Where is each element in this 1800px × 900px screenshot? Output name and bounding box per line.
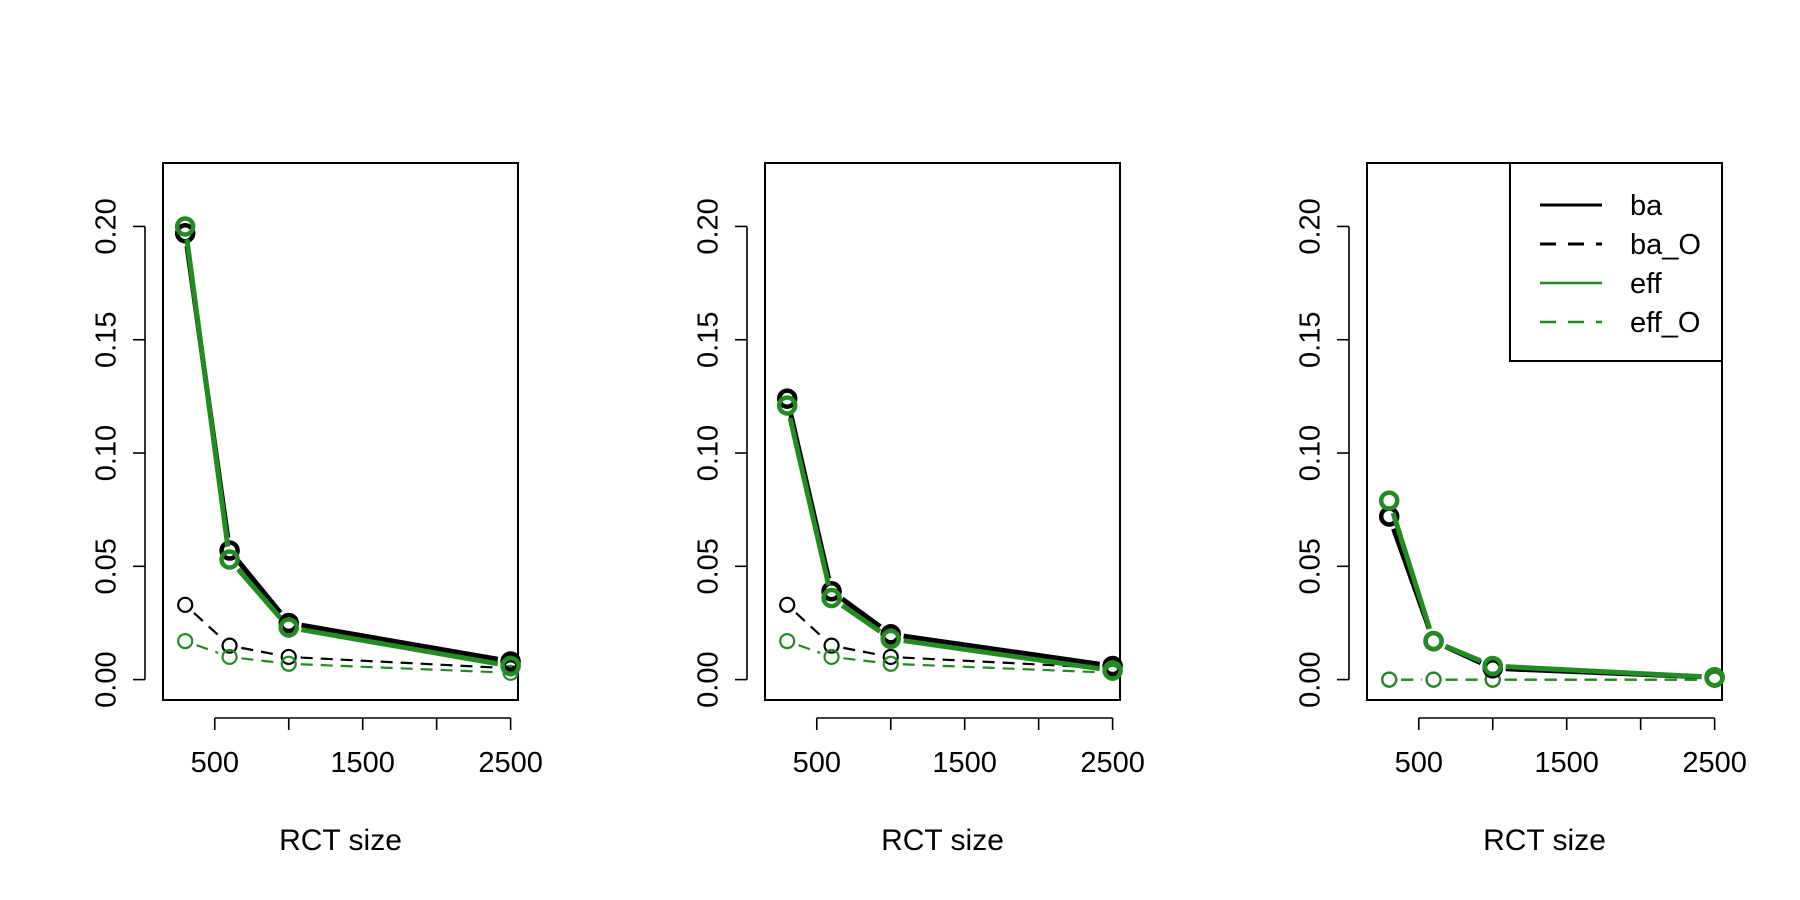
y-tick-label: 0.10 (91, 425, 123, 481)
data-point (1378, 490, 1400, 511)
series-line-segment (843, 646, 880, 656)
series-eff (776, 395, 1123, 681)
data-point (177, 632, 194, 650)
data-point (823, 637, 840, 654)
legend-box (1509, 162, 1723, 362)
panel-3: 0.00 0.05 0.10 0.15 0.20 500 1500 2500 RCT size b… (1295, 162, 1747, 857)
series-line-segment (196, 644, 219, 654)
series-line-segment (902, 663, 1101, 674)
data-point (1102, 660, 1123, 681)
series-eff_O (779, 632, 1121, 681)
series-line-segment (193, 612, 222, 639)
data-point (779, 632, 796, 650)
data-point (882, 655, 899, 672)
y-tick-label: 0.05 (693, 538, 725, 594)
series-line-segment (840, 603, 882, 634)
series-line-segment (184, 238, 231, 547)
legend-label: eff_O (1630, 307, 1700, 339)
y-tick-label: 0.20 (91, 198, 123, 254)
x-tick-label: 1500 (1534, 747, 1599, 779)
series-line-segment (1390, 512, 1433, 630)
panel-1: 0.00 0.05 0.10 0.15 0.20 500 1500 2500 RCT size (91, 162, 543, 857)
series-line-segment (795, 612, 824, 639)
data-point (880, 628, 901, 650)
plot-frame (162, 162, 519, 701)
plot-frame (764, 162, 1121, 701)
legend-label: eff (1630, 268, 1663, 300)
series-line-segment (301, 622, 499, 662)
series-ba (1378, 506, 1725, 688)
y-tick-label: 0.10 (693, 425, 725, 481)
series-ba (776, 388, 1123, 677)
x-axis-label: RCT size (279, 824, 402, 857)
series-line-segment (241, 646, 278, 656)
series-line-segment (903, 633, 1101, 667)
y-tick-label: 0.15 (693, 312, 725, 368)
series-line-segment (236, 567, 283, 620)
data-point (278, 617, 299, 638)
y-tick-label: 0.15 (91, 312, 123, 368)
series-line-segment (1444, 643, 1482, 664)
x-axis-label: RCT size (1483, 824, 1606, 857)
data-point (280, 655, 297, 672)
series-line-segment (1505, 664, 1702, 680)
series-line-segment (301, 627, 499, 667)
panel-2: 0.00 0.05 0.10 0.15 0.20 500 1500 2500 RCT size (693, 162, 1145, 857)
data-point (1704, 667, 1725, 688)
data-point (280, 648, 297, 666)
data-point (174, 216, 196, 237)
series-line-segment (903, 638, 1101, 672)
x-tick-label: 500 (191, 747, 239, 779)
data-point (221, 648, 238, 666)
legend-label: ba (1630, 190, 1663, 222)
x-tick-label: 1500 (932, 747, 997, 779)
data-point (1381, 671, 1398, 688)
x-axis-label: RCT size (881, 824, 1004, 857)
series-eff (174, 216, 521, 677)
series-eff (1378, 490, 1725, 688)
y-tick-label: 0.00 (1295, 651, 1327, 707)
series-line-segment (843, 657, 879, 664)
y-tick-label: 0.05 (1295, 538, 1327, 594)
y-tick-label: 0.00 (693, 651, 725, 707)
series-line-segment (300, 663, 499, 674)
data-point (219, 549, 240, 570)
y-tick-label: 0.05 (91, 538, 123, 594)
data-point (177, 596, 194, 613)
y-tick-label: 0.10 (1295, 425, 1327, 481)
data-point (1423, 630, 1444, 652)
data-point (1425, 671, 1442, 688)
series-line-segment (300, 656, 499, 669)
y-tick-label: 0.20 (1295, 198, 1327, 254)
x-tick-label: 2500 (478, 747, 543, 779)
y-tick-label: 0.20 (693, 198, 725, 254)
legend-label: ba_O (1630, 229, 1701, 261)
series-line-segment (241, 657, 277, 664)
data-point (776, 395, 798, 416)
x-tick-label: 2500 (1080, 747, 1145, 779)
series-line-segment (235, 558, 283, 615)
series-line-segment (787, 417, 832, 586)
series-line-segment (798, 644, 821, 654)
data-point (821, 580, 842, 602)
x-tick-label: 1500 (330, 747, 395, 779)
data-point (776, 388, 798, 409)
data-point (823, 648, 840, 666)
x-tick-label: 500 (1395, 747, 1443, 779)
data-point (882, 648, 899, 666)
data-point (500, 655, 521, 677)
data-point (821, 587, 842, 609)
data-point (1482, 655, 1503, 677)
series-line-segment (840, 596, 882, 629)
series-ba (174, 222, 521, 672)
y-tick-label: 0.00 (91, 651, 123, 707)
x-tick-label: 2500 (1682, 747, 1747, 779)
data-point (221, 637, 238, 654)
data-point (779, 596, 796, 613)
x-tick-label: 500 (793, 747, 841, 779)
y-tick-label: 0.15 (1295, 312, 1327, 368)
